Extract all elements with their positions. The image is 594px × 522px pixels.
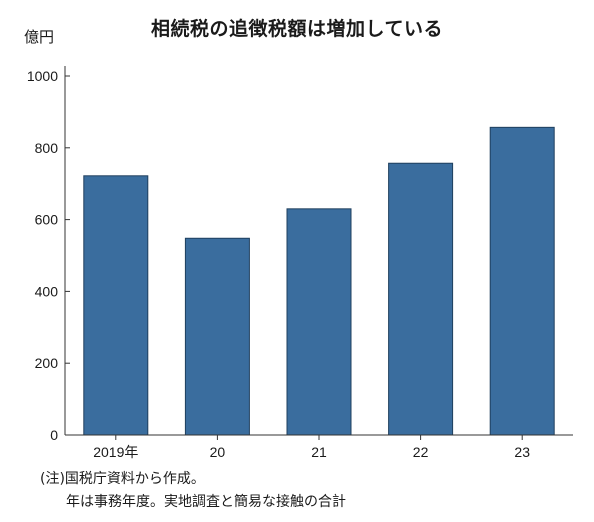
bars-group	[83, 126, 555, 436]
footnote: (注)国税庁資料から作成。 年は事務年度。実地調査と簡易な接触の合計	[40, 468, 346, 514]
x-tick-label: 2019年	[93, 444, 138, 460]
y-tick-label: 0	[50, 427, 58, 443]
x-tick-label: 20	[210, 444, 226, 460]
x-tick-label: 22	[413, 444, 429, 460]
chart-title: 相続税の追徴税額は増加している	[151, 18, 443, 40]
y-tick-label: 200	[35, 355, 59, 371]
y-tick-label: 600	[35, 212, 59, 228]
footnote-line-2: 年は事務年度。実地調査と簡易な接触の合計	[66, 494, 346, 510]
footnote-line-1: (注)国税庁資料から作成。	[40, 471, 205, 487]
y-axis-unit-label: 億円	[24, 28, 55, 46]
x-tick-label: 21	[311, 444, 327, 460]
bar	[286, 208, 352, 436]
bar-chart: 0 200 400 600 800 1000 2019年 20 21 22 23	[27, 66, 573, 460]
bar	[489, 126, 555, 436]
bar	[388, 162, 454, 436]
bar	[83, 175, 149, 436]
x-labels-group: 2019年 20 21 22 23	[93, 435, 530, 460]
y-ticks-group: 0 200 400 600 800 1000	[27, 68, 70, 443]
y-tick-label: 800	[35, 140, 59, 156]
y-tick-label: 400	[35, 283, 59, 299]
bar	[184, 237, 250, 436]
y-tick-label: 1000	[27, 68, 58, 84]
x-tick-label: 23	[514, 444, 530, 460]
